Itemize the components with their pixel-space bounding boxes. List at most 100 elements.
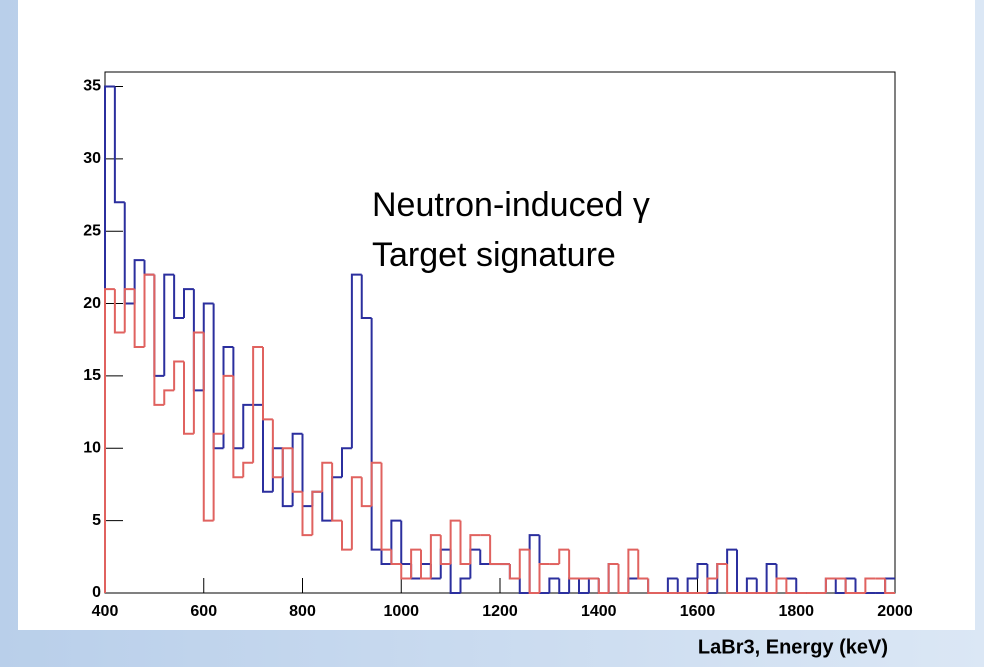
histogram-step	[370, 318, 382, 551]
histogram-step	[331, 462, 342, 522]
x-axis-label: LaBr3, Energy (keV)	[698, 636, 888, 658]
histogram-step	[380, 549, 392, 566]
y-tick-label: 5	[92, 512, 101, 529]
y-tick-label: 25	[83, 222, 101, 239]
histogram-step	[706, 577, 718, 593]
histogram-step	[153, 274, 165, 406]
histogram-step	[864, 577, 876, 593]
histogram-step	[449, 519, 461, 565]
y-tick-label: 35	[83, 78, 101, 95]
histogram-step	[489, 535, 500, 566]
histogram-step	[143, 273, 155, 347]
histogram-step	[459, 520, 471, 566]
y-tick-label: 20	[83, 295, 101, 312]
histogram-step	[222, 374, 234, 434]
histogram-step	[597, 578, 609, 594]
histogram-step	[479, 549, 491, 566]
histogram-step	[518, 578, 530, 594]
histogram-step	[341, 520, 352, 551]
histogram-step	[390, 549, 402, 566]
histogram-step	[291, 448, 303, 493]
y-tick-label: 15	[83, 367, 101, 384]
histogram-step	[508, 564, 520, 580]
annotation: Neutron-induced γ	[372, 186, 650, 224]
histogram-step	[844, 578, 856, 594]
histogram-step	[439, 535, 451, 566]
histogram-step	[429, 534, 441, 579]
x-tick-label: 400	[92, 603, 119, 620]
histogram-step	[558, 548, 570, 565]
histogram-step	[104, 288, 115, 593]
histogram-step	[834, 578, 846, 594]
x-tick-label: 2000	[877, 603, 913, 620]
histogram-step	[617, 564, 629, 594]
histogram-step	[627, 548, 639, 593]
histogram-step	[518, 548, 530, 579]
histogram-step	[301, 491, 313, 537]
histogram-step	[202, 332, 214, 522]
histogram-step	[469, 534, 481, 565]
histogram-step	[884, 578, 895, 594]
histogram-step	[538, 563, 550, 593]
histogram-step	[637, 549, 649, 580]
histogram-step	[775, 577, 787, 593]
histogram-step	[350, 476, 362, 550]
histogram-step	[350, 273, 362, 449]
histogram-step	[113, 289, 125, 334]
histogram-step	[607, 563, 619, 593]
histogram-step	[173, 274, 184, 320]
histogram-step	[726, 548, 737, 565]
histogram-step	[113, 86, 125, 204]
histogram-step	[785, 578, 797, 594]
histogram-step	[380, 462, 392, 551]
histogram-step	[716, 563, 728, 579]
histogram-step	[262, 346, 273, 421]
histogram-step	[271, 419, 283, 479]
histogram-step	[548, 577, 560, 593]
y-tick-label: 0	[92, 584, 101, 601]
histogram-step	[578, 578, 589, 594]
annotation: Target signature	[372, 236, 616, 274]
histogram-step	[183, 288, 194, 319]
histogram-step	[360, 274, 372, 320]
panel	[18, 0, 975, 630]
histogram-step	[696, 563, 708, 579]
histogram-step	[133, 289, 145, 348]
histogram-step	[745, 577, 757, 593]
histogram-step	[163, 389, 175, 405]
histogram-step	[163, 273, 175, 376]
histogram-step	[173, 360, 184, 391]
histogram-step	[558, 578, 570, 594]
histogram-step	[647, 578, 658, 594]
histogram-step	[459, 577, 471, 593]
histogram-step	[410, 548, 421, 579]
histogram-step	[824, 577, 836, 593]
x-tick-label: 600	[190, 603, 217, 620]
histogram-step	[183, 361, 194, 435]
histogram-step	[321, 491, 333, 522]
histogram-step	[242, 403, 254, 449]
histogram-step	[212, 432, 224, 521]
histogram-step	[123, 288, 135, 333]
histogram-step	[232, 375, 244, 479]
histogram-step	[321, 461, 333, 492]
x-tick-label: 1000	[383, 603, 419, 620]
histogram-step	[192, 331, 204, 434]
x-tick-label: 1400	[581, 603, 617, 620]
y-tick-label: 30	[83, 150, 101, 167]
histogram-step	[370, 461, 382, 507]
histogram-step	[400, 564, 412, 580]
x-tick-label: 1600	[680, 603, 716, 620]
histogram-step	[281, 447, 293, 478]
histogram-step	[765, 563, 777, 593]
histogram-step	[252, 345, 263, 463]
histogram-step	[528, 549, 540, 594]
x-tick-label: 1200	[482, 603, 518, 620]
histogram-step	[420, 549, 431, 580]
histogram-step	[341, 447, 352, 478]
histogram-step	[686, 577, 698, 593]
x-tick-label: 1800	[778, 603, 814, 620]
histogram-step	[311, 490, 323, 536]
